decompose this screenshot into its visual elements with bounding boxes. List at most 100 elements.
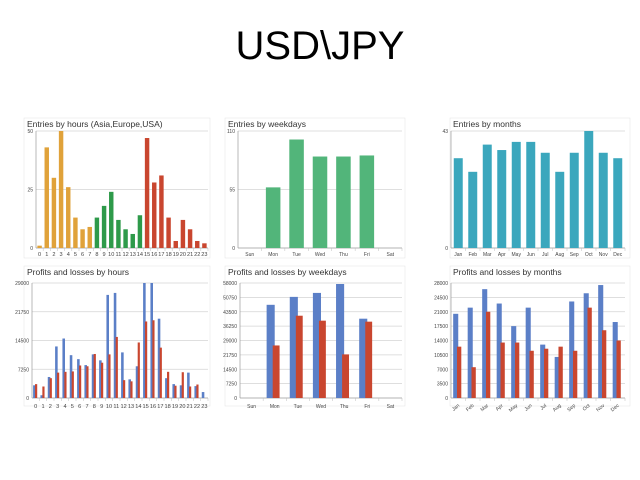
profit-bar [289, 296, 298, 398]
x-tick-label: Sat [387, 252, 395, 258]
y-tick-label: 14500 [15, 339, 29, 345]
bar [613, 158, 623, 248]
x-tick-label: 10 [106, 404, 112, 410]
profit-bar [598, 285, 604, 398]
y-tick-label: 0 [234, 396, 237, 402]
y-tick-label: 0 [445, 246, 448, 252]
profit-bar [569, 301, 575, 398]
x-tick-label: Jan [454, 252, 462, 258]
y-tick-label: 10500 [434, 353, 448, 359]
y-tick-label: 55 [229, 188, 235, 194]
profit-bar [84, 365, 87, 398]
x-tick-label: 15 [143, 404, 149, 410]
x-tick-label: May [512, 252, 522, 258]
x-tick-label: 1 [41, 404, 44, 410]
chart-title: Profits and losses by months [453, 267, 562, 277]
entries-by-hours-chart: Entries by hours (Asia,Europe,USA)025500… [23, 117, 211, 259]
x-tick-label: 22 [194, 404, 200, 410]
chart-title: Profits and losses by weekdays [228, 267, 347, 277]
profit-bar [69, 355, 73, 398]
bar [159, 175, 164, 248]
profit-bar [165, 378, 168, 398]
x-tick-label: 17 [157, 404, 163, 410]
x-tick-label: 7 [85, 404, 88, 410]
x-tick-label: 13 [128, 404, 134, 410]
bar [598, 152, 608, 248]
x-tick-label: Sun [247, 404, 256, 410]
profit-bar [143, 283, 146, 398]
bar [187, 229, 193, 248]
profit-bar [62, 338, 65, 398]
y-tick-label: 21000 [434, 310, 448, 316]
loss-bar [558, 346, 563, 398]
x-tick-label: Feb [468, 252, 477, 258]
loss-bar [93, 353, 96, 398]
x-tick-label: 8 [95, 252, 98, 258]
x-tick-label: Nov [599, 252, 608, 258]
y-tick-label: 28000 [434, 281, 448, 287]
x-tick-label: Jul [542, 252, 548, 258]
y-tick-label: 50 [27, 129, 33, 135]
profit-bar [583, 293, 589, 398]
profit-bar [540, 344, 546, 398]
loss-bar [145, 321, 148, 398]
bar [453, 158, 463, 248]
y-tick-label: 29000 [223, 339, 237, 345]
x-tick-label: 6 [78, 404, 81, 410]
loss-bar [123, 380, 126, 398]
loss-bar [272, 345, 280, 398]
loss-bar [572, 350, 578, 398]
x-tick-label: 19 [173, 252, 179, 258]
loss-bar [543, 348, 549, 398]
bar [468, 171, 478, 248]
x-tick-label: 7 [88, 252, 91, 258]
y-tick-label: 110 [227, 129, 235, 135]
y-tick-label: 0 [445, 396, 448, 402]
x-tick-label: 20 [179, 404, 185, 410]
loss-bar [49, 378, 52, 398]
x-tick-label: 1 [45, 252, 48, 258]
x-tick-label: 0 [34, 404, 37, 410]
bar [66, 187, 71, 248]
bar [555, 171, 565, 248]
loss-bar [181, 372, 184, 398]
x-tick-label: 22 [194, 252, 200, 258]
x-tick-label: 0 [38, 252, 41, 258]
chart-title: Entries by months [453, 119, 521, 129]
x-tick-label: 19 [172, 404, 178, 410]
entries-by-months-chart: Entries by months 0 43 Jan Feb Mar Apr May Jun Ju… [442, 117, 631, 259]
x-tick-label: 16 [150, 404, 156, 410]
loss-bar [35, 384, 38, 398]
x-tick-label: May [508, 403, 519, 414]
profits-losses-by-hours-chart: Profits and losses by hours0725014500217… [15, 265, 211, 410]
x-tick-label: 14 [135, 404, 141, 410]
x-tick-label: Sep [566, 403, 577, 413]
x-tick-label: Tue [292, 252, 301, 258]
loss-bar [71, 371, 74, 398]
bar [265, 187, 281, 248]
profit-bar [612, 322, 618, 398]
profit-bar [467, 307, 473, 398]
y-tick-label: 43500 [223, 310, 237, 316]
x-tick-label: 17 [158, 252, 164, 258]
x-tick-label: 16 [151, 252, 157, 258]
loss-bar [64, 371, 67, 398]
bar [540, 152, 550, 248]
loss-bar [101, 362, 104, 398]
loss-bar [514, 342, 520, 398]
y-tick-label: 7000 [437, 367, 448, 373]
y-tick-label: 0 [26, 396, 29, 402]
x-tick-label: Mar [483, 252, 492, 258]
profit-bar [113, 292, 117, 398]
y-tick-label: 58000 [223, 281, 237, 287]
bar [101, 205, 107, 248]
profit-bar [453, 313, 459, 398]
x-tick-label: Fri [364, 252, 370, 258]
profit-bar [99, 360, 102, 398]
y-tick-label: 21750 [223, 353, 237, 359]
x-tick-label: 11 [113, 404, 119, 410]
x-tick-label: Aug [552, 403, 563, 413]
x-tick-label: Sat [387, 404, 395, 410]
x-tick-label: Sun [245, 252, 254, 258]
profit-bar [511, 326, 517, 398]
